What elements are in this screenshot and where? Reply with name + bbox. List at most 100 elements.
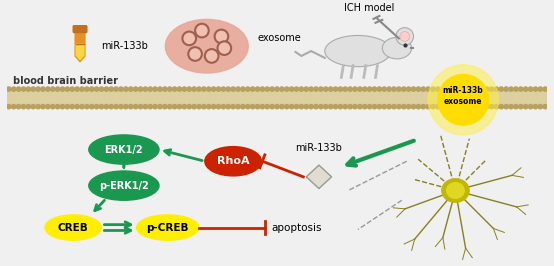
Circle shape — [168, 105, 172, 109]
Circle shape — [392, 105, 396, 109]
Text: miR-133b: miR-133b — [295, 143, 342, 153]
Circle shape — [407, 87, 411, 91]
Circle shape — [250, 87, 255, 91]
Circle shape — [65, 87, 69, 91]
Circle shape — [217, 87, 220, 91]
Circle shape — [206, 51, 217, 61]
Circle shape — [538, 87, 542, 91]
Circle shape — [21, 105, 25, 109]
Circle shape — [450, 87, 455, 91]
Circle shape — [168, 87, 172, 91]
Circle shape — [504, 105, 509, 109]
Circle shape — [109, 87, 114, 91]
Circle shape — [324, 105, 328, 109]
Circle shape — [80, 105, 84, 109]
Circle shape — [45, 105, 50, 109]
Circle shape — [363, 105, 367, 109]
Circle shape — [7, 105, 11, 109]
Text: miR-133b: miR-133b — [101, 41, 148, 51]
Circle shape — [50, 105, 55, 109]
Circle shape — [114, 87, 118, 91]
Circle shape — [396, 28, 413, 45]
Circle shape — [236, 87, 240, 91]
Circle shape — [143, 87, 147, 91]
Circle shape — [304, 87, 309, 91]
Circle shape — [440, 87, 445, 91]
Text: RhoA: RhoA — [217, 156, 249, 166]
Circle shape — [148, 105, 152, 109]
Circle shape — [324, 87, 328, 91]
Circle shape — [348, 87, 352, 91]
Circle shape — [534, 87, 537, 91]
Circle shape — [90, 87, 94, 91]
Circle shape — [124, 87, 128, 91]
Circle shape — [400, 32, 409, 41]
Circle shape — [189, 49, 201, 59]
Circle shape — [226, 105, 230, 109]
Circle shape — [36, 105, 40, 109]
Circle shape — [7, 87, 11, 91]
Circle shape — [494, 105, 499, 109]
Circle shape — [309, 87, 313, 91]
Ellipse shape — [382, 38, 412, 59]
Circle shape — [99, 105, 104, 109]
Circle shape — [519, 87, 523, 91]
Circle shape — [358, 87, 362, 91]
Circle shape — [363, 87, 367, 91]
Circle shape — [334, 105, 337, 109]
Circle shape — [90, 105, 94, 109]
Circle shape — [426, 87, 430, 91]
Circle shape — [55, 87, 60, 91]
Circle shape — [138, 87, 142, 91]
Circle shape — [207, 87, 211, 91]
Circle shape — [119, 87, 123, 91]
Circle shape — [438, 74, 489, 125]
Circle shape — [184, 33, 194, 44]
Circle shape — [524, 87, 528, 91]
Circle shape — [480, 87, 484, 91]
Circle shape — [499, 105, 504, 109]
Circle shape — [402, 87, 406, 91]
Circle shape — [114, 105, 118, 109]
Circle shape — [85, 87, 89, 91]
Circle shape — [445, 87, 450, 91]
Circle shape — [70, 105, 74, 109]
Circle shape — [504, 87, 509, 91]
Circle shape — [36, 87, 40, 91]
Circle shape — [514, 105, 518, 109]
Circle shape — [236, 105, 240, 109]
Circle shape — [163, 105, 167, 109]
Circle shape — [255, 87, 260, 91]
Circle shape — [158, 87, 162, 91]
Circle shape — [397, 87, 401, 91]
Circle shape — [475, 105, 479, 109]
Circle shape — [416, 87, 420, 91]
FancyBboxPatch shape — [73, 26, 87, 32]
Circle shape — [524, 105, 528, 109]
Circle shape — [250, 105, 255, 109]
Circle shape — [460, 105, 464, 109]
Circle shape — [41, 105, 45, 109]
Circle shape — [290, 87, 294, 91]
Circle shape — [397, 105, 401, 109]
Circle shape — [280, 87, 284, 91]
Circle shape — [241, 87, 245, 91]
Circle shape — [148, 87, 152, 91]
Text: apoptosis: apoptosis — [271, 223, 322, 232]
Circle shape — [372, 87, 377, 91]
Text: ICH model: ICH model — [345, 3, 395, 13]
Ellipse shape — [442, 179, 469, 202]
Circle shape — [334, 87, 337, 91]
Circle shape — [319, 87, 323, 91]
Circle shape — [275, 87, 279, 91]
Ellipse shape — [447, 183, 464, 198]
Circle shape — [285, 87, 289, 91]
Circle shape — [309, 105, 313, 109]
Circle shape — [75, 105, 79, 109]
Circle shape — [177, 105, 182, 109]
Text: exosome: exosome — [258, 34, 301, 43]
Circle shape — [294, 87, 299, 91]
Circle shape — [275, 105, 279, 109]
Circle shape — [480, 105, 484, 109]
Circle shape — [221, 105, 225, 109]
